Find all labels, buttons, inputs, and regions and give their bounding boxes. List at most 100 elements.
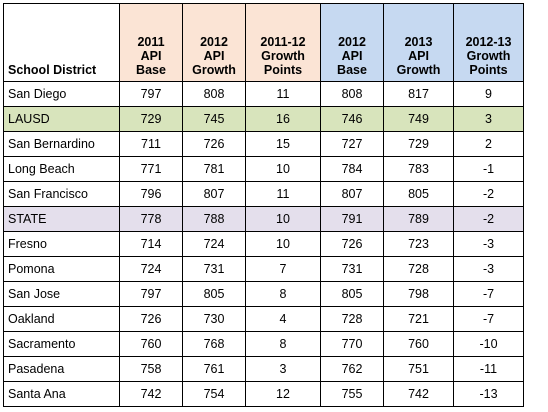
header-2012-api-base: 2012 API Base [320, 3, 384, 82]
table-cell: 771 [119, 156, 183, 182]
header-2011-api-base: 2011 API Base [119, 3, 183, 82]
table-cell: 797 [119, 81, 183, 107]
header-line: Points [469, 63, 508, 77]
table-cell: -11 [453, 356, 524, 382]
district-name-cell: Pomona [3, 256, 120, 282]
table-body: San Diego 797 808 11 808 817 9 LAUSD 729 745 16 746… [3, 81, 524, 407]
header-line: 2012 [338, 35, 366, 49]
table-row: Oakland 726 730 4 728 721 -7 [3, 306, 524, 332]
table-cell: 797 [119, 281, 183, 307]
header-line: Growth [192, 63, 236, 77]
district-name-cell: San Diego [3, 81, 120, 107]
table-cell: 730 [182, 306, 246, 332]
table-cell: 9 [453, 81, 524, 107]
table-row: San Diego 797 808 11 808 817 9 [3, 81, 524, 107]
header-line: 2011 [137, 35, 165, 49]
table-cell: 808 [320, 81, 384, 107]
table-cell: -10 [453, 331, 524, 357]
table-cell: 15 [245, 131, 321, 157]
table-cell: 758 [119, 356, 183, 382]
table-cell: 10 [245, 231, 321, 257]
header-line: API [140, 49, 162, 63]
table-row: LAUSD 729 745 16 746 749 3 [3, 106, 524, 132]
table-cell: -13 [453, 381, 524, 407]
table-cell: 783 [383, 156, 454, 182]
table-cell: 711 [119, 131, 183, 157]
table-cell: 749 [383, 106, 454, 132]
table-row: San Francisco 796 807 11 807 805 -2 [3, 181, 524, 207]
table-cell: 731 [182, 256, 246, 282]
district-name-cell: Fresno [3, 231, 120, 257]
table-cell: -1 [453, 156, 524, 182]
table-cell: 788 [182, 206, 246, 232]
table-cell: 817 [383, 81, 454, 107]
table-header: School District 2011 API Base 2012 API G… [3, 3, 524, 82]
table-cell: 781 [182, 156, 246, 182]
table-cell: 16 [245, 106, 321, 132]
table-cell: 7 [245, 256, 321, 282]
table-cell: -7 [453, 306, 524, 332]
table-cell: 805 [182, 281, 246, 307]
api-scores-table: School District 2011 API Base 2012 API G… [3, 3, 524, 407]
table-cell: 742 [119, 381, 183, 407]
table-cell: 751 [383, 356, 454, 382]
table-cell: 768 [182, 331, 246, 357]
table-cell: 728 [320, 306, 384, 332]
header-2013-api-growth: 2013 API Growth [383, 3, 454, 82]
table-row: Santa Ana 742 754 12 755 742 -13 [3, 381, 524, 407]
table-cell: 11 [245, 81, 321, 107]
table-cell: 714 [119, 231, 183, 257]
table-cell: 761 [182, 356, 246, 382]
table-cell: 805 [383, 181, 454, 207]
table-cell: 721 [383, 306, 454, 332]
table-cell: 724 [119, 256, 183, 282]
table-row: STATE 778 788 10 791 789 -2 [3, 206, 524, 232]
table-row: San Jose 797 805 8 805 798 -7 [3, 281, 524, 307]
district-name-cell: San Jose [3, 281, 120, 307]
table-cell: 729 [383, 131, 454, 157]
header-line: 2012-13 [465, 35, 512, 49]
table-cell: 808 [182, 81, 246, 107]
table-cell: 724 [182, 231, 246, 257]
table-row: Pomona 724 731 7 731 728 -3 [3, 256, 524, 282]
header-line: Points [263, 63, 303, 77]
table-cell: -3 [453, 231, 524, 257]
district-name-cell: Oakland [3, 306, 120, 332]
table-cell: -3 [453, 256, 524, 282]
table-cell: 4 [245, 306, 321, 332]
table-row: Sacramento 760 768 8 770 760 -10 [3, 331, 524, 357]
table-cell: 746 [320, 106, 384, 132]
table-cell: 778 [119, 206, 183, 232]
district-name-cell: Long Beach [3, 156, 120, 182]
header-2012-api-growth: 2012 API Growth [182, 3, 246, 82]
table-cell: 12 [245, 381, 321, 407]
table-cell: 727 [320, 131, 384, 157]
table-cell: 762 [320, 356, 384, 382]
header-row: School District 2011 API Base 2012 API G… [3, 3, 524, 82]
header-line: API [203, 49, 225, 63]
table-row: Long Beach 771 781 10 784 783 -1 [3, 156, 524, 182]
table-cell: 798 [383, 281, 454, 307]
table-cell: 807 [320, 181, 384, 207]
table-cell: 791 [320, 206, 384, 232]
table-cell: 723 [383, 231, 454, 257]
table-cell: 754 [182, 381, 246, 407]
table-cell: 3 [453, 106, 524, 132]
table-row: Fresno 714 724 10 726 723 -3 [3, 231, 524, 257]
table-cell: 8 [245, 281, 321, 307]
table-cell: 3 [245, 356, 321, 382]
table-cell: 2 [453, 131, 524, 157]
table-cell: 760 [383, 331, 454, 357]
header-line: API [341, 49, 363, 63]
table-cell: 10 [245, 156, 321, 182]
table-cell: 10 [245, 206, 321, 232]
table-cell: 742 [383, 381, 454, 407]
table-cell: 726 [182, 131, 246, 157]
table-cell: 731 [320, 256, 384, 282]
header-line: Growth [396, 63, 441, 77]
header-2012-13-growth-points: 2012-13 Growth Points [453, 3, 524, 82]
district-name-cell: Sacramento [3, 331, 120, 357]
table-cell: 784 [320, 156, 384, 182]
table-cell: -2 [453, 181, 524, 207]
